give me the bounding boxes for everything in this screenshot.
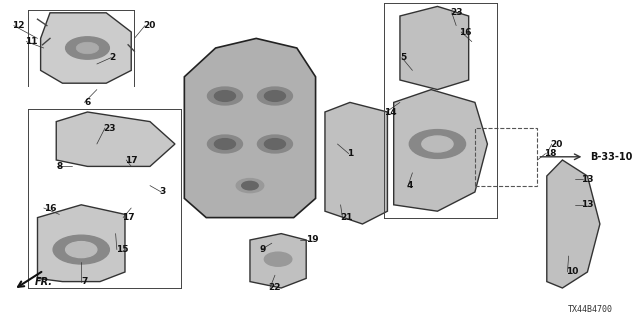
Text: 14: 14	[384, 108, 397, 116]
Text: 13: 13	[581, 175, 594, 184]
Circle shape	[214, 139, 236, 149]
Circle shape	[242, 181, 258, 190]
Circle shape	[66, 37, 109, 59]
Polygon shape	[250, 234, 306, 288]
Circle shape	[236, 179, 264, 193]
Circle shape	[264, 139, 285, 149]
Bar	[475, 128, 538, 186]
Polygon shape	[325, 102, 387, 224]
Text: 21: 21	[340, 213, 353, 222]
Text: 5: 5	[400, 53, 406, 62]
Text: 2: 2	[109, 53, 116, 62]
Text: 4: 4	[406, 181, 413, 190]
Text: 17: 17	[125, 156, 138, 164]
Circle shape	[214, 91, 236, 101]
Text: 16: 16	[44, 204, 56, 212]
Text: 22: 22	[269, 284, 281, 292]
Text: 7: 7	[81, 277, 88, 286]
Circle shape	[76, 42, 99, 54]
Text: 1: 1	[347, 149, 353, 158]
Text: 18: 18	[543, 149, 556, 158]
Polygon shape	[394, 90, 488, 211]
Text: 13: 13	[581, 200, 594, 209]
Text: 10: 10	[566, 268, 578, 276]
Polygon shape	[40, 13, 131, 83]
Text: 9: 9	[259, 245, 266, 254]
Text: 15: 15	[116, 245, 128, 254]
Text: 8: 8	[56, 162, 63, 171]
Text: 6: 6	[84, 98, 91, 107]
Circle shape	[410, 130, 465, 158]
Polygon shape	[56, 112, 175, 166]
Text: TX44B4700: TX44B4700	[568, 305, 612, 314]
Text: FR.: FR.	[35, 276, 52, 287]
Polygon shape	[547, 160, 600, 288]
Text: 16: 16	[460, 28, 472, 36]
Polygon shape	[400, 6, 468, 90]
Circle shape	[207, 135, 243, 153]
Circle shape	[257, 135, 292, 153]
Text: 17: 17	[122, 213, 134, 222]
Circle shape	[257, 87, 292, 105]
Circle shape	[66, 242, 97, 258]
Polygon shape	[184, 38, 316, 218]
Circle shape	[264, 91, 285, 101]
Circle shape	[207, 87, 243, 105]
Text: 20: 20	[144, 21, 156, 30]
Circle shape	[422, 136, 453, 152]
Text: 23: 23	[450, 8, 463, 17]
Text: 3: 3	[159, 188, 166, 196]
Text: 23: 23	[103, 124, 116, 132]
Text: 20: 20	[550, 140, 563, 148]
Polygon shape	[38, 205, 125, 282]
Text: 11: 11	[25, 37, 38, 46]
Circle shape	[53, 235, 109, 264]
Text: 19: 19	[306, 236, 319, 244]
Text: 12: 12	[13, 21, 25, 30]
Circle shape	[264, 252, 292, 266]
Text: B-33-10: B-33-10	[591, 152, 633, 162]
